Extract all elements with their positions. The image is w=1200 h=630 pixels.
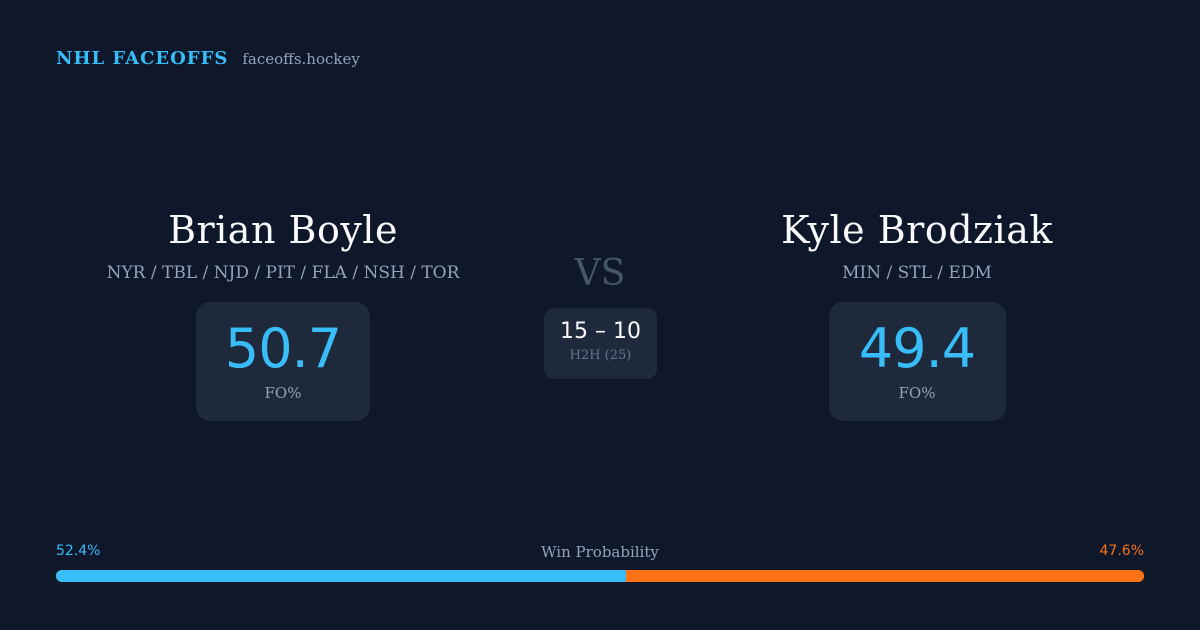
win-probability-left-pct: 52.4%	[56, 543, 101, 559]
win-probability-labels: 52.4% Win Probability 47.6%	[56, 543, 1144, 563]
player-left-stat-card: 50.7 FO%	[196, 302, 370, 421]
win-probability-right-fill	[626, 570, 1144, 582]
player-left-fo-label: FO%	[264, 384, 302, 402]
player-left-teams: NYR / TBL / NJD / PIT / FLA / NSH / TOR	[106, 263, 460, 283]
player-left-panel: Brian Boyle NYR / TBL / NJD / PIT / FLA …	[43, 204, 523, 421]
player-right-panel: Kyle Brodziak MIN / STL / EDM 49.4 FO%	[677, 204, 1157, 421]
win-probability-title: Win Probability	[541, 543, 659, 561]
win-probability-bar	[56, 570, 1144, 582]
h2h-label: H2H (25)	[569, 348, 632, 363]
brand-header: NHL FACEOFFS faceoffs.hockey	[56, 48, 360, 69]
player-right-name: Kyle Brodziak	[781, 208, 1053, 252]
h2h-score: 15 – 10	[560, 319, 641, 344]
win-probability-right-pct: 47.6%	[1099, 543, 1144, 559]
player-left-name: Brian Boyle	[168, 208, 398, 252]
player-right-teams: MIN / STL / EDM	[842, 263, 992, 283]
player-left-fo-value: 50.7	[224, 317, 342, 380]
brand-site: faceoffs.hockey	[242, 50, 360, 68]
player-right-stat-card: 49.4 FO%	[828, 302, 1006, 421]
brand-name: NHL FACEOFFS	[56, 48, 229, 69]
player-right-fo-value: 49.4	[858, 317, 976, 380]
versus-label: VS	[574, 253, 626, 294]
win-probability-left-fill	[56, 570, 627, 582]
h2h-card: 15 – 10 H2H (25)	[544, 308, 657, 379]
player-right-fo-label: FO%	[898, 384, 936, 402]
